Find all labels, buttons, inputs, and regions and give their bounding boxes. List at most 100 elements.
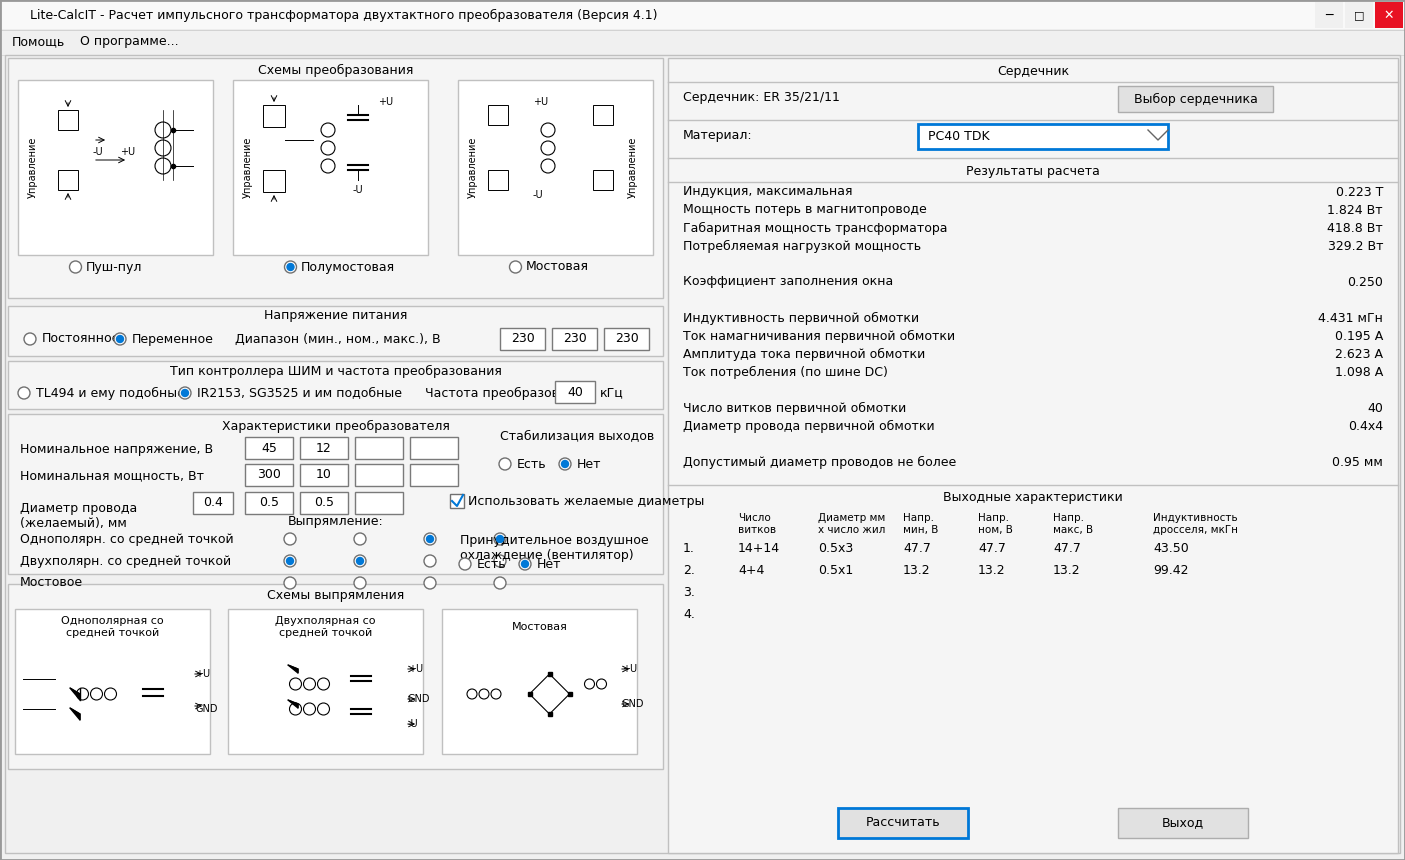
Text: Диаметр провода
(желаемый), мм: Диаметр провода (желаемый), мм: [20, 502, 138, 530]
Text: 0.250: 0.250: [1347, 275, 1383, 288]
Text: -U: -U: [353, 185, 364, 195]
Bar: [244, 437, 294, 459]
Text: Рассчитать: Рассчитать: [865, 816, 940, 830]
Text: Коэффициент заполнения окна: Коэффициент заполнения окна: [683, 275, 894, 288]
Text: 0.195 А: 0.195 А: [1335, 329, 1383, 342]
Text: 47.7: 47.7: [1052, 542, 1080, 555]
Bar: [552, 328, 597, 350]
Circle shape: [354, 577, 365, 589]
Circle shape: [427, 536, 434, 543]
Text: 43.50: 43.50: [1154, 542, 1189, 555]
Text: 4.431 мГн: 4.431 мГн: [1318, 311, 1383, 324]
Text: 0.4: 0.4: [204, 496, 223, 509]
Text: Допустимый диаметр проводов не более: Допустимый диаметр проводов не более: [683, 456, 957, 469]
Text: Сердечник: Сердечник: [998, 65, 1069, 78]
Circle shape: [510, 261, 521, 273]
Text: 2.: 2.: [683, 563, 695, 576]
Text: Напр.
ном, В: Напр. ном, В: [978, 513, 1013, 535]
Circle shape: [354, 533, 365, 545]
Text: 13.2: 13.2: [903, 563, 930, 576]
Polygon shape: [70, 708, 80, 720]
Text: Ток намагничивания первичной обмотки: Ток намагничивания первичной обмотки: [683, 329, 955, 342]
Text: Напр.
макс, В: Напр. макс, В: [1052, 513, 1093, 535]
Text: 0.223 Т: 0.223 Т: [1336, 186, 1383, 199]
Text: 14+14: 14+14: [738, 542, 780, 555]
Text: Схемы преобразования: Схемы преобразования: [257, 64, 413, 77]
Bar: [1375, 2, 1404, 28]
Circle shape: [181, 390, 188, 396]
Text: Двухполярная со
средней точкой: Двухполярная со средней точкой: [275, 616, 375, 638]
Text: Двухполярн. со средней точкой: Двухполярн. со средней точкой: [20, 555, 232, 568]
Bar: [1118, 86, 1273, 112]
Bar: [355, 492, 403, 514]
Text: 45: 45: [261, 441, 277, 454]
Text: Принудительное воздушное
охлаждение (вентилятор): Принудительное воздушное охлаждение (вен…: [459, 534, 649, 562]
Text: Управление: Управление: [28, 137, 38, 198]
Bar: [18, 80, 214, 255]
Text: Помощь: Помощь: [13, 35, 65, 48]
Polygon shape: [70, 688, 80, 700]
Text: +U: +U: [195, 669, 211, 679]
Bar: [244, 492, 294, 514]
Bar: [301, 492, 348, 514]
Circle shape: [424, 533, 436, 545]
Circle shape: [284, 555, 296, 567]
Text: 47.7: 47.7: [903, 542, 932, 555]
Bar: [301, 464, 348, 486]
Text: О программе...: О программе...: [80, 35, 178, 48]
Text: Однополярная со
средней точкой: Однополярная со средней точкой: [62, 617, 164, 638]
Circle shape: [357, 557, 364, 564]
Text: Потребляемая нагрузкой мощность: Потребляемая нагрузкой мощность: [683, 239, 922, 253]
Circle shape: [499, 458, 511, 470]
Text: 47.7: 47.7: [978, 542, 1006, 555]
Bar: [8, 584, 663, 769]
Circle shape: [559, 458, 570, 470]
Circle shape: [424, 577, 436, 589]
Text: Тип контроллера ШИМ и частота преобразования: Тип контроллера ШИМ и частота преобразов…: [170, 365, 502, 378]
Circle shape: [495, 533, 506, 545]
Circle shape: [117, 335, 124, 342]
Text: 40: 40: [568, 385, 583, 398]
Text: Управление: Управление: [628, 137, 638, 198]
Bar: [263, 170, 285, 192]
Text: GND: GND: [195, 704, 218, 714]
Text: Однополярн. со средней точкой: Однополярн. со средней точкой: [20, 532, 233, 545]
Bar: [355, 464, 403, 486]
Text: 0.4х4: 0.4х4: [1347, 420, 1383, 433]
Bar: [15, 609, 209, 754]
Text: IR2153, SG3525 и им подобные: IR2153, SG3525 и им подобные: [197, 386, 402, 400]
Bar: [301, 437, 348, 459]
Bar: [58, 110, 79, 130]
Text: PC40 TDK: PC40 TDK: [927, 130, 989, 143]
Text: GND: GND: [622, 699, 645, 709]
Text: Ток потребления (по шине DC): Ток потребления (по шине DC): [683, 366, 888, 378]
Circle shape: [495, 555, 506, 567]
Text: 2.623 А: 2.623 А: [1335, 347, 1383, 360]
Circle shape: [284, 261, 296, 273]
Circle shape: [521, 561, 528, 568]
Text: Схемы выпрямления: Схемы выпрямления: [267, 589, 405, 603]
Text: 1.098 А: 1.098 А: [1335, 366, 1383, 378]
Text: Полумостовая: Полумостовая: [301, 261, 395, 273]
Bar: [1315, 2, 1343, 28]
Text: ✕: ✕: [1384, 9, 1394, 22]
Bar: [8, 306, 663, 356]
Text: Частота преобразования: Частота преобразования: [424, 386, 590, 400]
Text: +U: +U: [532, 97, 548, 107]
Text: Мощность потерь в магнитопроводе: Мощность потерь в магнитопроводе: [683, 204, 927, 217]
Text: +U: +U: [121, 147, 135, 157]
Text: □: □: [1354, 10, 1364, 20]
Circle shape: [284, 577, 296, 589]
Text: Выпрямление:: Выпрямление:: [288, 515, 384, 529]
Text: 1.824 Вт: 1.824 Вт: [1328, 204, 1383, 217]
Text: 418.8 Вт: 418.8 Вт: [1328, 222, 1383, 235]
Text: Нет: Нет: [577, 458, 601, 470]
Bar: [555, 381, 594, 403]
Circle shape: [178, 387, 191, 399]
Bar: [837, 808, 968, 838]
Text: кГц: кГц: [600, 386, 624, 400]
Text: +U: +U: [622, 664, 636, 674]
Circle shape: [459, 558, 471, 570]
Text: Номинальная мощность, Вт: Номинальная мощность, Вт: [20, 470, 204, 482]
Text: Выходные характеристики: Выходные характеристики: [943, 490, 1123, 503]
